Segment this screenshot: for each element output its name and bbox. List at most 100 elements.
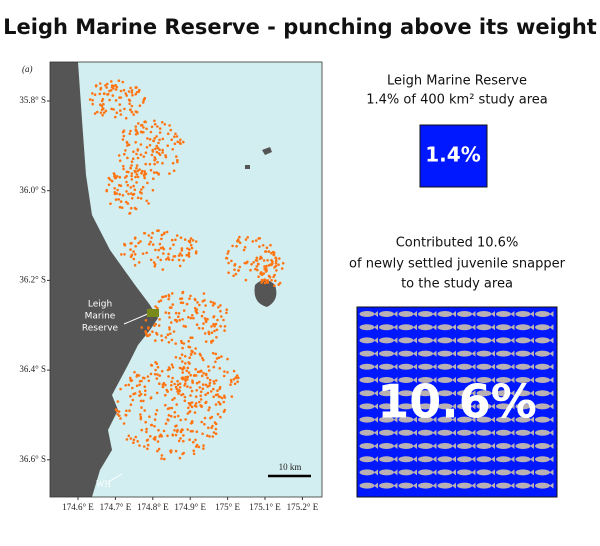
fish-icon [476,443,492,449]
fish-icon [437,350,453,357]
larva-dot [157,324,161,327]
larva-dot [128,132,132,135]
fish-icon [535,363,550,370]
fish-pattern [359,311,554,489]
larva-dot [100,104,104,108]
reserve-area [147,309,159,317]
larva-dot [173,429,176,432]
larva-dot [125,438,129,441]
larva-dot [133,237,137,240]
fish-icon [437,416,453,423]
larva-dot [211,351,215,355]
fish-tail [413,363,417,370]
larva-dot [134,128,138,131]
fish-icon [379,469,394,476]
larva-dot [185,253,189,257]
larva-dot [215,379,218,382]
fish-icon [418,363,433,370]
fish-tail [549,482,554,489]
fish-tail [452,337,456,344]
fish-icon [535,337,550,344]
larva-dot [131,94,134,97]
larva-dot [134,245,137,248]
larva-dot [136,175,140,179]
larva-dot [265,264,268,268]
larva-dot [104,84,107,87]
fish-icon [515,429,531,436]
larva-dot [144,319,148,322]
larva-dot [213,329,216,333]
larva-dot [171,292,174,295]
fish-tail [510,416,515,423]
fish-tail [452,469,456,476]
larva-dot [215,336,218,339]
larva-dot [162,252,165,255]
larva-dot [118,96,121,99]
fish-icon [496,416,511,423]
fish-icon [359,403,375,410]
larva-dot [200,374,204,378]
larva-dot [181,371,184,374]
fish-icon [496,350,511,357]
larva-dot [173,396,176,400]
fish-icon [476,403,492,410]
island [254,280,277,307]
fish-tail [549,377,554,383]
fish-icon [535,416,550,423]
fish-icon [359,377,375,383]
larva-dot [140,171,143,175]
larva-dot [119,109,122,112]
fish-icon [398,350,414,357]
larva-dot [146,375,150,378]
larva-dot [155,135,158,138]
fish-tail [530,324,534,331]
larva-dot [151,188,155,192]
larva-dot [91,98,94,102]
larva-dot [182,259,185,262]
larva-dot [162,247,166,251]
larva-dot [175,234,179,237]
fish-tail [432,337,437,344]
larva-dot [278,281,282,285]
fish-tail [393,482,398,489]
fish-tail [413,403,417,410]
larva-dot [122,422,126,425]
larva-dot [226,371,229,374]
fish-icon [398,363,414,370]
fish-icon [359,416,375,423]
larva-dot [107,183,111,187]
larva-dot [153,264,157,268]
larva-dot [161,268,165,271]
fish-tail [491,429,495,436]
reserve-label: Reserve [82,324,119,334]
larva-dot [274,259,278,263]
larva-dot [176,379,179,383]
larva-dot [144,162,147,166]
larva-dot [194,250,198,253]
larva-dot [183,238,187,241]
larva-dot [234,376,237,379]
larva-dot [209,416,212,420]
larva-dot [177,315,180,319]
larva-dot [184,362,187,365]
fish-tail [530,377,534,383]
larva-dot [185,369,188,373]
larva-dot [129,395,132,398]
fish-tail [510,363,515,370]
larva-dot [176,390,179,393]
larva-dot [171,303,175,306]
larva-dot [108,98,111,102]
fish-icon [457,403,472,410]
larva-dot [209,390,213,393]
larva-dot [274,257,278,261]
larva-dot [208,378,212,382]
larva-dot [157,300,161,303]
larva-dot [207,330,210,334]
larva-dot [213,302,216,305]
larva-dot [167,293,171,297]
larva-dot [146,443,150,447]
larva-dot [178,382,182,386]
larva-dot [134,125,138,128]
larva-dot [142,155,146,158]
larva-dot [179,437,182,440]
